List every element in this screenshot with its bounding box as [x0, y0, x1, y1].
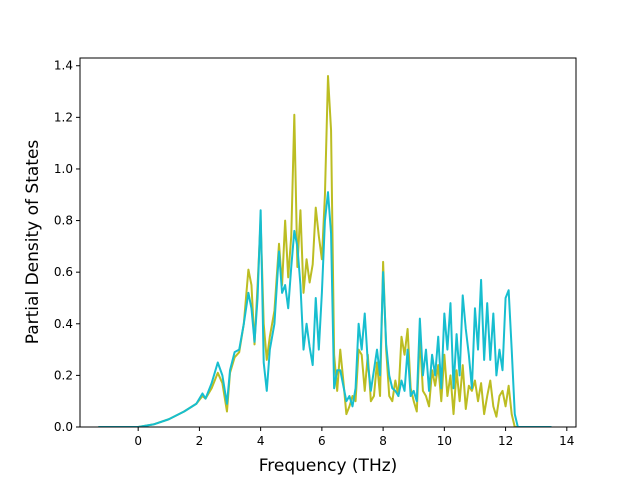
x-tick-label: 10 [437, 434, 452, 448]
y-tick-label: 0.6 [54, 265, 73, 279]
x-tick-label: 12 [498, 434, 513, 448]
x-tick-label: 2 [196, 434, 204, 448]
x-axis: 0 2 4 6 8 10 12 14 [134, 427, 574, 448]
y-axis-label: Partial Density of States [23, 140, 43, 345]
x-tick-label: 8 [379, 434, 387, 448]
x-tick-label: 14 [559, 434, 574, 448]
x-tick-label: 6 [318, 434, 326, 448]
y-tick-label: 0.2 [54, 368, 73, 382]
plot-frame [79, 57, 577, 428]
y-tick-label: 0.8 [54, 214, 73, 228]
y-tick-label: 1.0 [54, 162, 73, 176]
series-layer [98, 75, 552, 427]
series-line-2 [98, 191, 552, 427]
y-tick-label: 1.4 [54, 59, 73, 73]
x-tick-label: 0 [134, 434, 142, 448]
x-tick-label: 4 [257, 434, 265, 448]
y-tick-label: 1.2 [54, 110, 73, 124]
plot-area [79, 57, 577, 428]
y-tick-label: 0.0 [54, 420, 73, 434]
x-axis-label: Frequency (THz) [259, 456, 398, 476]
series-line-1 [98, 75, 552, 427]
y-axis: 0.0 0.2 0.4 0.6 0.8 1.0 1.2 1.4 [54, 59, 80, 434]
y-tick-label: 0.4 [54, 317, 73, 331]
